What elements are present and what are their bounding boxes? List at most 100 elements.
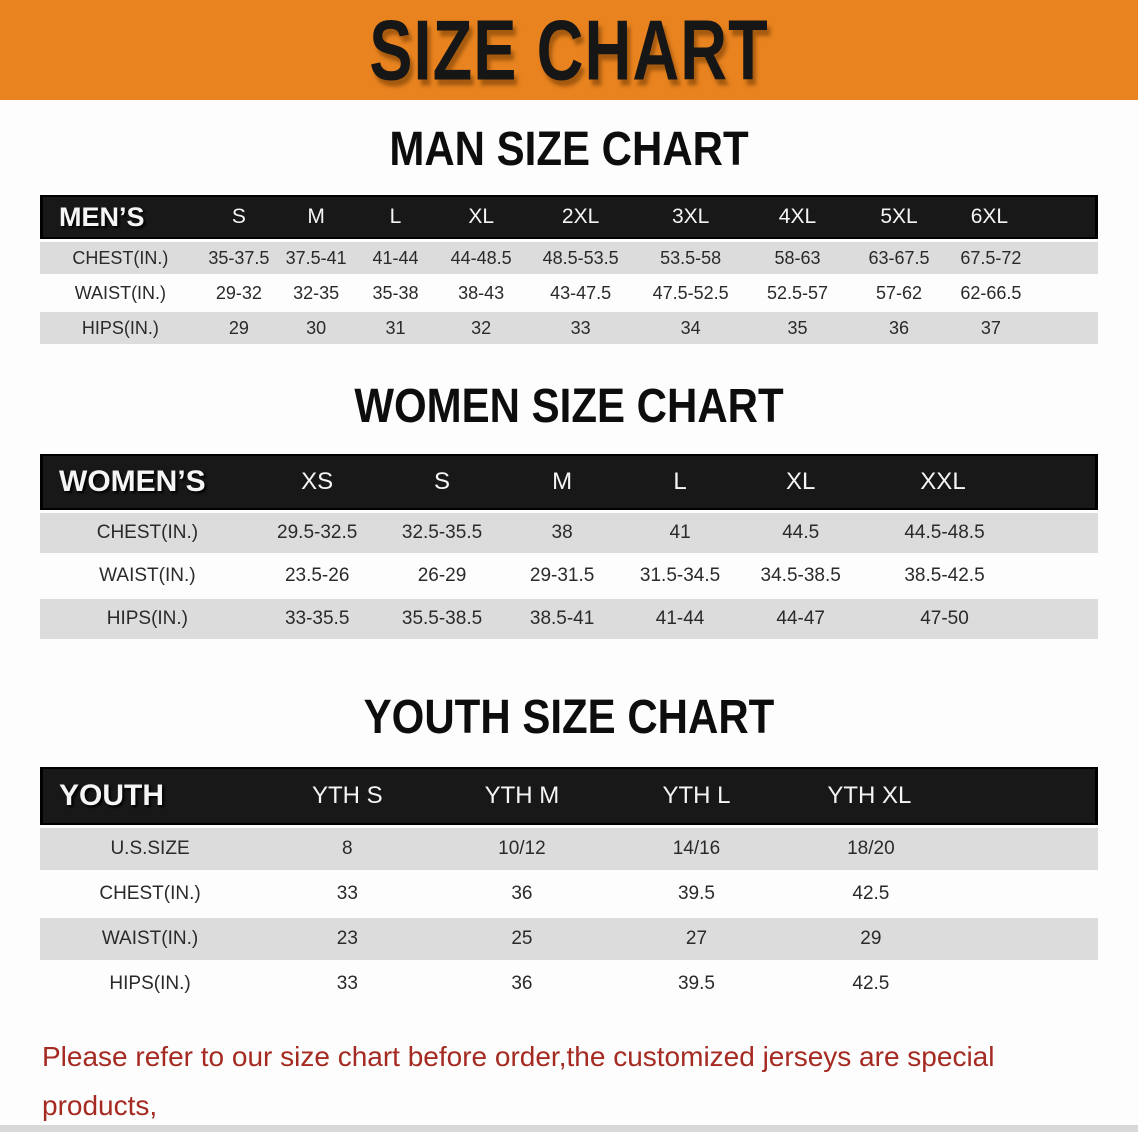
size-column-header: XL [435, 195, 527, 239]
table-row: WAIST(IN.) 23.5-26 26-29 29-31.5 31.5-34.5 34… [40, 556, 1098, 596]
cell-value: 29-31.5 [504, 556, 620, 596]
womens-heading: WOMEN SIZE CHART [354, 378, 784, 433]
cell-value: 53.5-58 [634, 242, 747, 274]
cell-value: 14/16 [609, 828, 784, 870]
cell-value: 48.5-53.5 [526, 242, 635, 274]
size-column-header: XL [740, 454, 861, 510]
cell-value: 37 [949, 312, 1098, 344]
youth-heading: YOUTH SIZE CHART [363, 689, 775, 744]
cell-value: 35.5-38.5 [379, 599, 505, 639]
table-row: CHEST(IN.) 29.5-32.5 32.5-35.5 38 41 44.5 44.5… [40, 513, 1098, 553]
cell-value: 39.5 [609, 963, 784, 1005]
cell-value: 37.5-41 [276, 242, 356, 274]
size-column-header: XXL [860, 454, 1098, 510]
table-header-label: WOMEN’S [40, 454, 255, 510]
table-header-row: MEN’S S M L XL 2XL 3XL 4XL 5XL 6XL [40, 195, 1098, 239]
table-header-row: WOMEN’S XS S M L XL XXL [40, 454, 1098, 510]
cell-value: 34 [634, 312, 747, 344]
cell-value: 35-38 [355, 277, 436, 309]
cell-value: 47.5-52.5 [634, 277, 747, 309]
cell-value: 41-44 [619, 599, 741, 639]
table-row: CHEST(IN.) 33 36 39.5 42.5 [40, 873, 1098, 915]
cell-value: 43-47.5 [526, 277, 635, 309]
cell-value: 62-66.5 [949, 277, 1098, 309]
cell-value: 38.5-42.5 [860, 556, 1098, 596]
cell-value: 38-43 [435, 277, 527, 309]
size-column-header: M [276, 195, 356, 239]
cell-value: 38.5-41 [504, 599, 620, 639]
cell-value: 47-50 [860, 599, 1098, 639]
cell-value: 29.5-32.5 [254, 513, 380, 553]
youth-section: YOUTH SIZE CHART YOUTH YTH S YTH M YTH L YTH… [0, 689, 1138, 1008]
bottom-strip [0, 1125, 1138, 1132]
row-label: WAIST(IN.) [40, 277, 201, 309]
size-column-header: S [200, 195, 277, 239]
cell-value: 18/20 [783, 828, 1098, 870]
cell-value: 38 [504, 513, 620, 553]
cell-value: 67.5-72 [949, 242, 1098, 274]
cell-value: 23.5-26 [254, 556, 380, 596]
table-row: HIPS(IN.) 33 36 39.5 42.5 [40, 963, 1098, 1005]
row-label: WAIST(IN.) [40, 556, 255, 596]
cell-value: 41-44 [355, 242, 436, 274]
cell-value: 29-32 [200, 277, 277, 309]
table-header-label: YOUTH [40, 767, 261, 825]
size-column-header: M [504, 454, 620, 510]
cell-value: 58-63 [746, 242, 849, 274]
youth-size-table: YOUTH YTH S YTH M YTH L YTH XL U.S.SIZE 8 10/12… [40, 764, 1098, 1008]
row-label: HIPS(IN.) [40, 599, 255, 639]
footer-line-1: Please refer to our size chart before or… [42, 1041, 995, 1121]
cell-value: 25 [434, 918, 610, 960]
cell-value: 42.5 [783, 873, 1098, 915]
table-row: WAIST(IN.) 23 25 27 29 [40, 918, 1098, 960]
table-row: HIPS(IN.) 33-35.5 35.5-38.5 38.5-41 41-44 44-… [40, 599, 1098, 639]
row-label: CHEST(IN.) [40, 513, 255, 553]
cell-value: 33 [260, 963, 435, 1005]
size-column-header: YTH XL [783, 767, 1098, 825]
cell-value: 42.5 [783, 963, 1098, 1005]
size-column-header: 4XL [746, 195, 849, 239]
table-header-label: MEN’S [40, 195, 201, 239]
cell-value: 39.5 [609, 873, 784, 915]
cell-value: 33-35.5 [254, 599, 380, 639]
cell-value: 36 [434, 873, 610, 915]
womens-size-table: WOMEN’S XS S M L XL XXL CHEST(IN.) 29.5-32.5 32.5… [40, 451, 1098, 642]
row-label: U.S.SIZE [40, 828, 261, 870]
size-column-header: 3XL [634, 195, 747, 239]
cell-value: 41 [619, 513, 741, 553]
table-row: U.S.SIZE 8 10/12 14/16 18/20 [40, 828, 1098, 870]
cell-value: 44-47 [740, 599, 861, 639]
table-row: WAIST(IN.) 29-32 32-35 35-38 38-43 43-47.5 47.… [40, 277, 1098, 309]
row-label: WAIST(IN.) [40, 918, 261, 960]
cell-value: 32.5-35.5 [379, 513, 505, 553]
row-label: CHEST(IN.) [40, 873, 261, 915]
size-column-header: 6XL [949, 195, 1098, 239]
size-column-header: L [355, 195, 436, 239]
size-column-header: XS [254, 454, 380, 510]
mens-heading: MAN SIZE CHART [389, 121, 749, 176]
cell-value: 31 [355, 312, 436, 344]
banner-title: SIZE CHART [369, 2, 769, 98]
banner: SIZE CHART [0, 0, 1138, 100]
cell-value: 27 [609, 918, 784, 960]
cell-value: 36 [848, 312, 950, 344]
table-header-row: YOUTH YTH S YTH M YTH L YTH XL [40, 767, 1098, 825]
cell-value: 44.5-48.5 [860, 513, 1098, 553]
mens-size-table: MEN’S S M L XL 2XL 3XL 4XL 5XL 6XL CHEST(IN.) 35-37… [40, 192, 1098, 347]
cell-value: 36 [434, 963, 610, 1005]
size-column-header: YTH S [260, 767, 435, 825]
table-row: CHEST(IN.) 35-37.5 37.5-41 41-44 44-48.5 48.5… [40, 242, 1098, 274]
row-label: HIPS(IN.) [40, 312, 201, 344]
cell-value: 10/12 [434, 828, 610, 870]
size-column-header: YTH M [434, 767, 610, 825]
size-column-header: YTH L [609, 767, 784, 825]
size-column-header: L [619, 454, 741, 510]
cell-value: 29 [783, 918, 1098, 960]
size-column-header: S [379, 454, 505, 510]
size-column-header: 5XL [848, 195, 950, 239]
cell-value: 30 [276, 312, 356, 344]
size-column-header: 2XL [526, 195, 635, 239]
table-row: HIPS(IN.) 29 30 31 32 33 34 35 36 37 [40, 312, 1098, 344]
cell-value: 32-35 [276, 277, 356, 309]
